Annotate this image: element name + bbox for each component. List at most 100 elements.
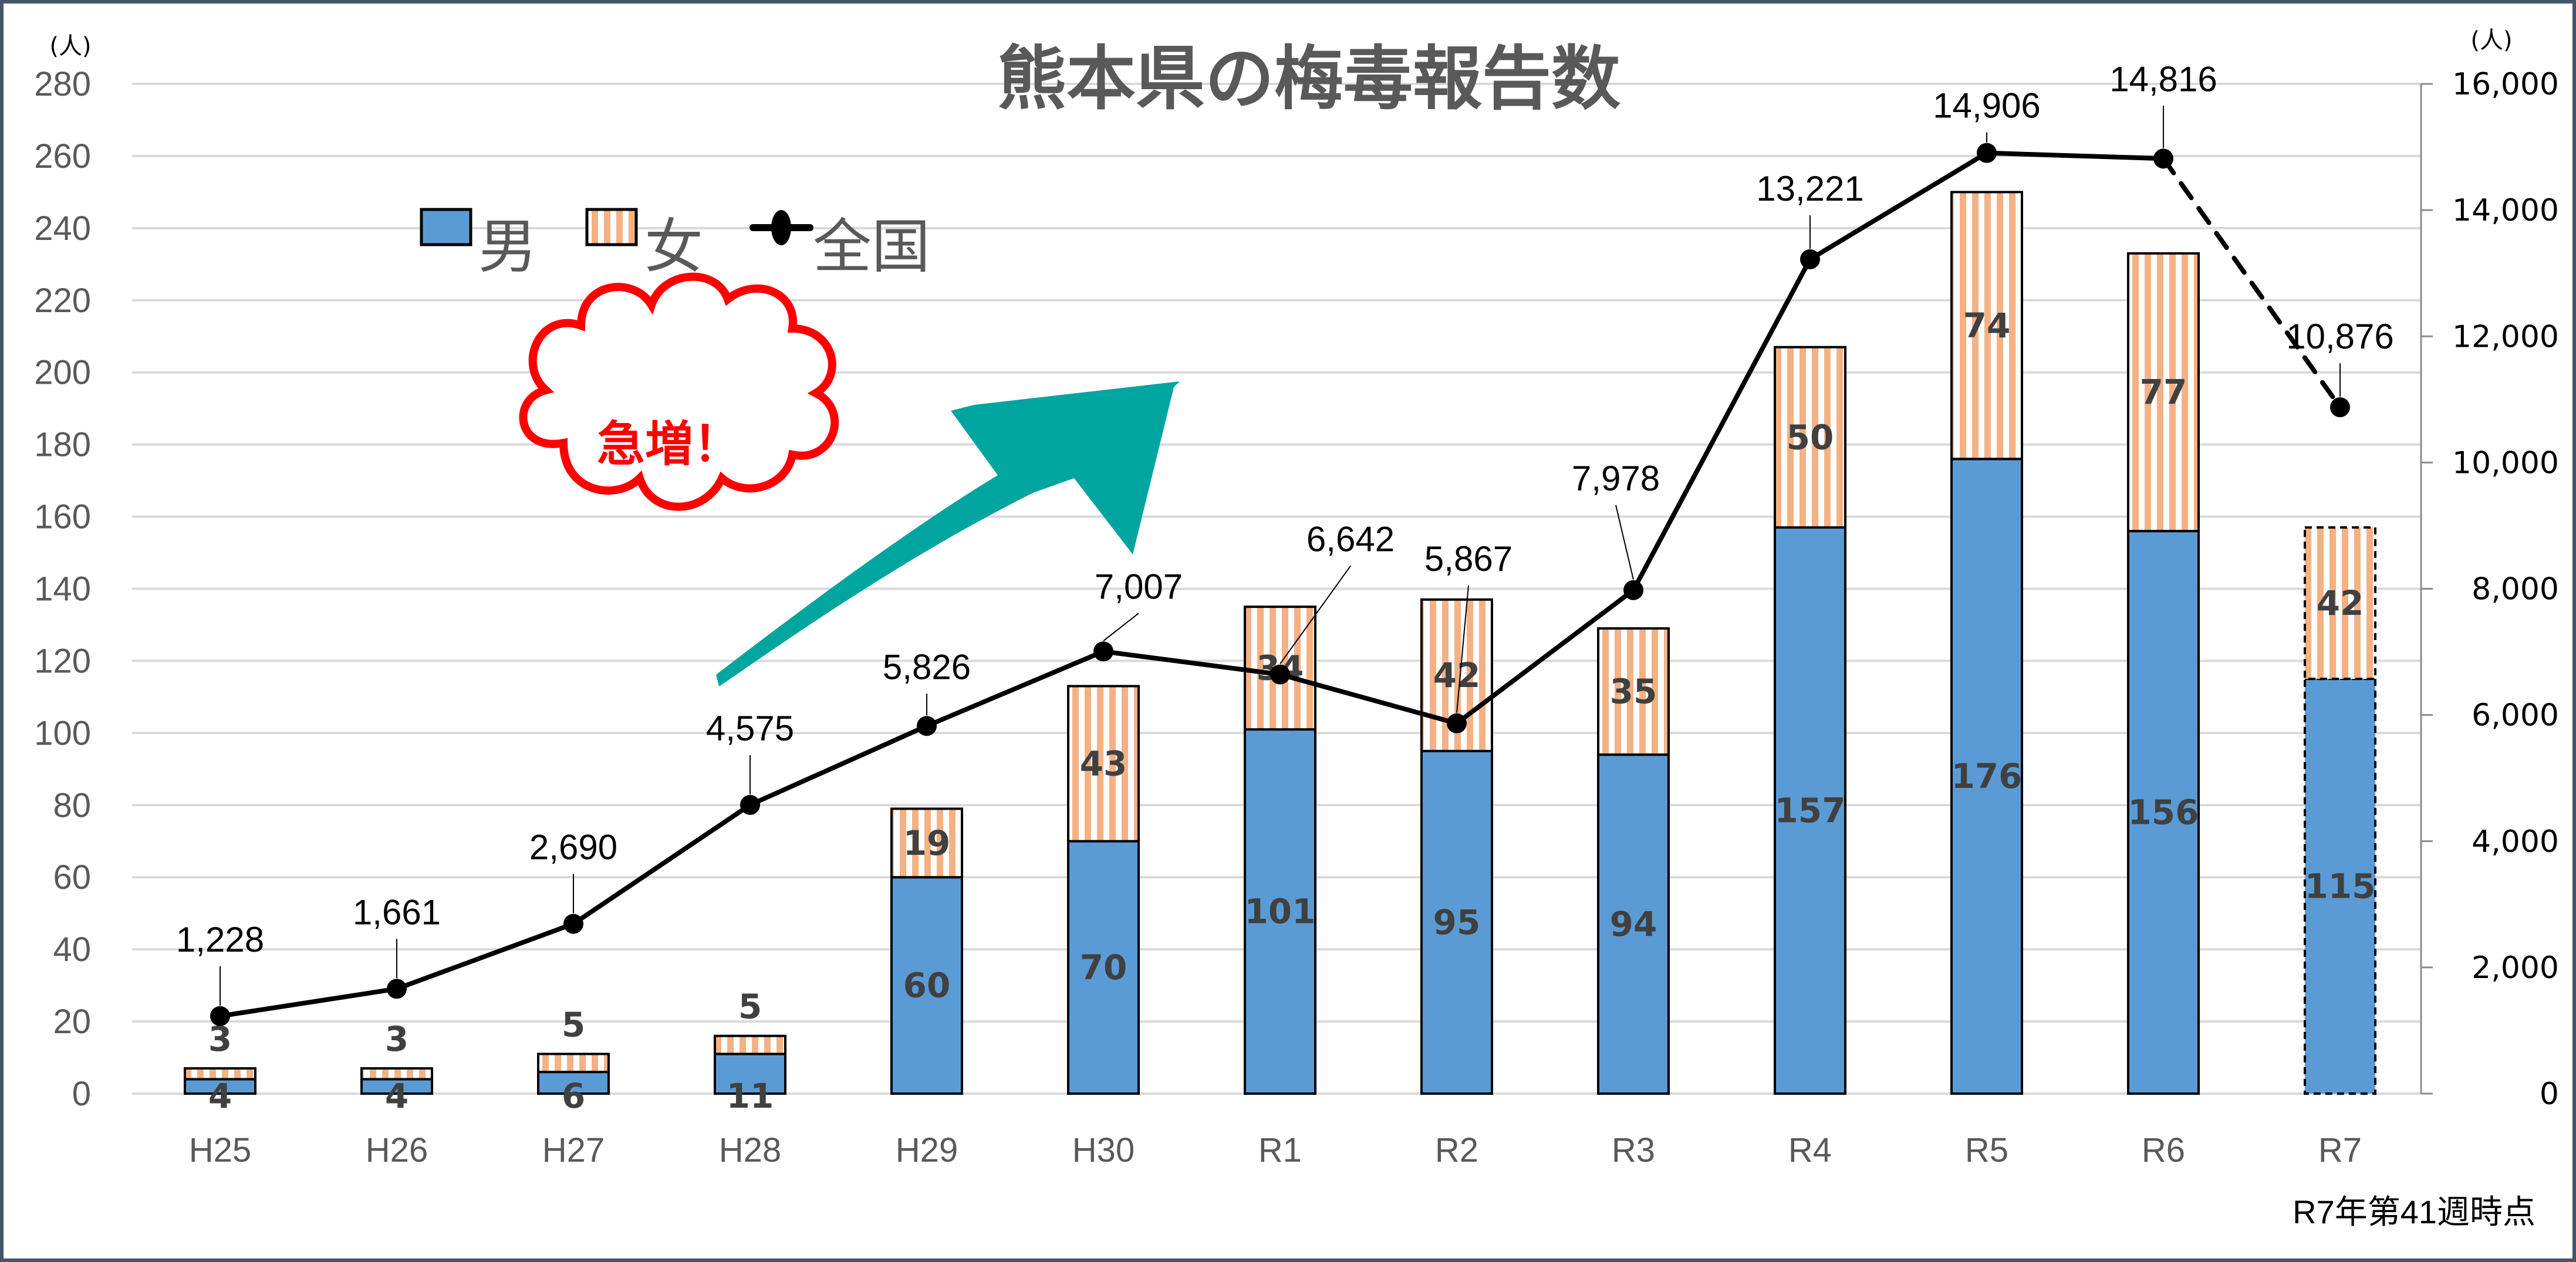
- bar-female: [1244, 605, 1316, 731]
- bar-female: [2127, 252, 2200, 533]
- right-axis-unit: (人): [2470, 27, 2512, 54]
- bar-male-value: 176: [1951, 756, 2022, 796]
- category-label: H28: [719, 1131, 781, 1169]
- line-marker: [917, 716, 937, 736]
- bar-female: [537, 1053, 610, 1074]
- right-axis-tick: 2,000: [2472, 950, 2559, 986]
- line-value-label: 2,690: [529, 828, 617, 867]
- bar-female-value: 50: [1787, 417, 1834, 457]
- bar-male-value: 6: [562, 1076, 585, 1116]
- bar-female: [714, 1034, 786, 1055]
- bar-female-value: 3: [385, 1019, 408, 1059]
- line-value-label: 4,575: [706, 709, 794, 748]
- legend-female-swatch: [585, 208, 638, 246]
- bar-male: [1067, 840, 1140, 1095]
- legend: 男 女 全国: [420, 208, 930, 281]
- bar-series: 4343651156019704310134954294351575017674…: [184, 191, 2376, 1116]
- left-axis-tick: 180: [34, 426, 91, 464]
- bar-female-value: 42: [2317, 583, 2364, 623]
- bar-female: [2304, 526, 2376, 681]
- cloud-shape-icon: [519, 272, 839, 511]
- bar-female-value: 43: [1080, 744, 1127, 784]
- bar-female-value: 19: [903, 823, 951, 863]
- line-value-label: 14,816: [2109, 59, 2217, 99]
- line-marker: [2330, 397, 2350, 418]
- burst-text: 急増！: [597, 417, 741, 472]
- right-axis-tick: 8,000: [2472, 572, 2559, 607]
- line-value-label: 13,221: [1756, 169, 1864, 208]
- line-marker: [210, 1006, 230, 1026]
- footnote: R7年第41週時点: [2293, 1193, 2536, 1230]
- line-value-label: 10,876: [2286, 317, 2394, 356]
- bar-male-value: 4: [385, 1076, 408, 1116]
- trend-arrow-icon: [716, 381, 1180, 686]
- left-axis-tick: 140: [34, 570, 91, 608]
- category-label: H30: [1072, 1131, 1135, 1169]
- left-axis-unit: (人): [49, 33, 91, 60]
- left-axis-tick: 120: [34, 642, 91, 680]
- bar-male: [890, 876, 963, 1095]
- category-label: R1: [1258, 1131, 1302, 1169]
- line-marker: [387, 979, 407, 999]
- bar-female: [360, 1067, 433, 1081]
- bar-female-value: 74: [1963, 306, 2011, 346]
- legend-national-marker-icon: [749, 210, 813, 245]
- right-axis-tick: 4,000: [2472, 824, 2559, 860]
- line-value-label: 7,007: [1095, 567, 1183, 606]
- legend-female-label: 女: [644, 212, 703, 281]
- category-label: R5: [1965, 1131, 2008, 1169]
- bar-male: [1597, 753, 1670, 1095]
- bar-male: [714, 1053, 786, 1095]
- category-label: H29: [896, 1131, 958, 1169]
- line-series-national: 1,228 1,661 2,690 4,575 5,826 7,007 6,642 5,867…: [176, 59, 2394, 1026]
- left-axis-tick: 60: [53, 858, 91, 896]
- line-marker: [740, 794, 760, 815]
- category-label: H25: [189, 1131, 251, 1169]
- category-label: R4: [1788, 1131, 1832, 1169]
- bar-female: [890, 807, 963, 879]
- bar-male: [1244, 728, 1316, 1095]
- category-label: H26: [366, 1131, 428, 1169]
- bar-female: [1774, 346, 1846, 529]
- bar-male: [1774, 526, 1846, 1095]
- line-marker: [1623, 580, 1643, 600]
- bar-male-value: 11: [727, 1076, 774, 1116]
- chart-title: 熊本県の梅毒報告数: [997, 38, 1620, 119]
- left-axis-tick: 240: [34, 209, 91, 248]
- line-value-label: 1,661: [353, 892, 441, 932]
- category-label: R7: [2318, 1131, 2362, 1169]
- right-axis-tick: 0: [2540, 1077, 2559, 1112]
- bar-male-value: 60: [903, 966, 951, 1006]
- legend-male-swatch: [420, 208, 472, 246]
- bar-male-value: 115: [2304, 867, 2375, 906]
- bar-male-value: 70: [1080, 948, 1127, 987]
- bar-male-value: 4: [208, 1076, 232, 1116]
- line-value-label: 14,906: [1933, 86, 2041, 126]
- bar-female: [1950, 191, 2023, 461]
- axes: 0 20 40 60 80 100 120 140 160 180 200 220 240 260 280 0…: [34, 65, 2559, 1169]
- line-marker: [563, 913, 583, 934]
- line-value-label: 5,867: [1424, 539, 1512, 578]
- line-value-label: 6,642: [1306, 520, 1395, 559]
- left-axis-tick: 280: [34, 65, 91, 103]
- category-label: R3: [1612, 1131, 1655, 1169]
- left-axis-tick: 100: [34, 714, 91, 752]
- bar-male-value: 94: [1610, 904, 1657, 944]
- right-axis-tick: 14,000: [2452, 193, 2559, 228]
- left-axis-tick: 260: [34, 137, 91, 175]
- bar-male-value: 156: [2128, 793, 2199, 833]
- left-axis-tick: 80: [53, 786, 91, 824]
- bar-male-value: 95: [1433, 902, 1481, 942]
- legend-national-label: 全国: [813, 212, 930, 281]
- line-value-label: 7,978: [1572, 459, 1660, 498]
- left-axis-tick: 20: [53, 1003, 91, 1041]
- category-label: H27: [542, 1131, 605, 1169]
- gridlines: [132, 83, 2421, 1095]
- left-axis-tick: 40: [53, 931, 91, 969]
- bar-male-value: 101: [1244, 892, 1315, 932]
- right-axis-tick: 10,000: [2452, 445, 2559, 481]
- bar-female-value: 5: [738, 987, 762, 1027]
- burst-callout: 急増！: [519, 272, 839, 511]
- line-marker: [1093, 641, 1113, 662]
